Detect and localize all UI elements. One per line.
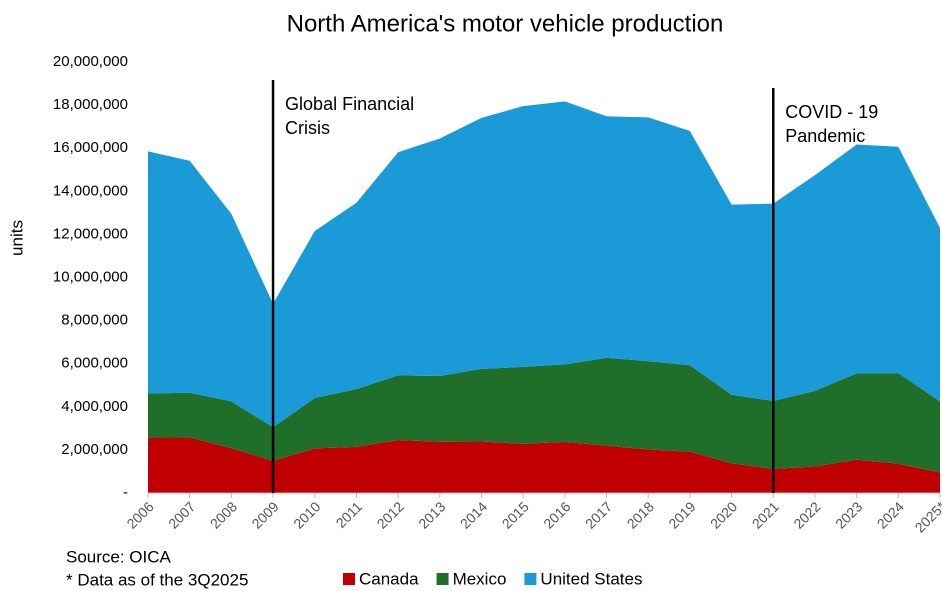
data-note: * Data as of the 3Q2025 bbox=[66, 570, 248, 589]
x-tick-label: 2012 bbox=[374, 498, 407, 531]
y-tick-label: 18,000,000 bbox=[53, 96, 128, 113]
y-tick-label: 8,000,000 bbox=[61, 312, 128, 329]
legend-swatch bbox=[436, 573, 449, 585]
x-tick-label: 2024 bbox=[874, 498, 907, 531]
y-tick-label: 14,000,000 bbox=[53, 182, 128, 199]
y-tick-label: 2,000,000 bbox=[61, 441, 128, 458]
y-tick-label: 6,000,000 bbox=[61, 355, 128, 372]
x-tick-label: 2011 bbox=[333, 498, 366, 531]
x-tick-label: 2019 bbox=[665, 498, 698, 531]
y-tick-label: 12,000,000 bbox=[53, 225, 128, 242]
legend-label: United States bbox=[540, 569, 642, 588]
legend-label: Canada bbox=[359, 569, 419, 588]
y-axis-label: units bbox=[7, 220, 26, 256]
x-tick-label: 2014 bbox=[457, 498, 490, 531]
area bbox=[148, 357, 940, 473]
area bbox=[148, 437, 940, 493]
annotation-text: Crisis bbox=[285, 118, 330, 138]
y-tick-label: - bbox=[123, 484, 128, 501]
x-tick-label: 2021 bbox=[749, 498, 782, 531]
x-tick-label: 2023 bbox=[832, 498, 865, 531]
x-tick-label: 2020 bbox=[707, 498, 740, 531]
x-tick-label: 2018 bbox=[624, 498, 657, 531]
y-tick-label: 10,000,000 bbox=[53, 268, 128, 285]
x-tick-label: 2010 bbox=[290, 498, 323, 531]
legend-swatch bbox=[524, 573, 537, 585]
chart-title: North America's motor vehicle production bbox=[287, 10, 724, 37]
y-tick-label: 4,000,000 bbox=[61, 398, 128, 415]
source-note: Source: OICA bbox=[66, 547, 172, 566]
y-tick-label: 16,000,000 bbox=[53, 139, 128, 156]
annotation-text: Global Financial bbox=[285, 94, 414, 114]
annotation-text: COVID - 19 bbox=[785, 102, 878, 122]
x-tick-label: 2006 bbox=[123, 498, 156, 531]
legend-swatch bbox=[343, 573, 355, 585]
x-tick-label: 2017 bbox=[582, 498, 615, 531]
legend-label: Mexico bbox=[453, 569, 507, 588]
annotation-text: Pandemic bbox=[785, 126, 865, 146]
x-tick-label: 2008 bbox=[207, 498, 240, 531]
x-tick-label: 2015 bbox=[499, 498, 532, 531]
y-tick-label: 20,000,000 bbox=[53, 53, 128, 70]
x-tick-label: 2025* bbox=[912, 498, 942, 536]
area bbox=[148, 101, 940, 428]
x-tick-label: 2022 bbox=[790, 498, 823, 531]
x-tick-label: 2013 bbox=[415, 498, 448, 531]
x-tick-label: 2007 bbox=[165, 498, 198, 531]
x-tick-label: 2009 bbox=[248, 498, 281, 531]
x-tick-label: 2016 bbox=[540, 498, 573, 531]
